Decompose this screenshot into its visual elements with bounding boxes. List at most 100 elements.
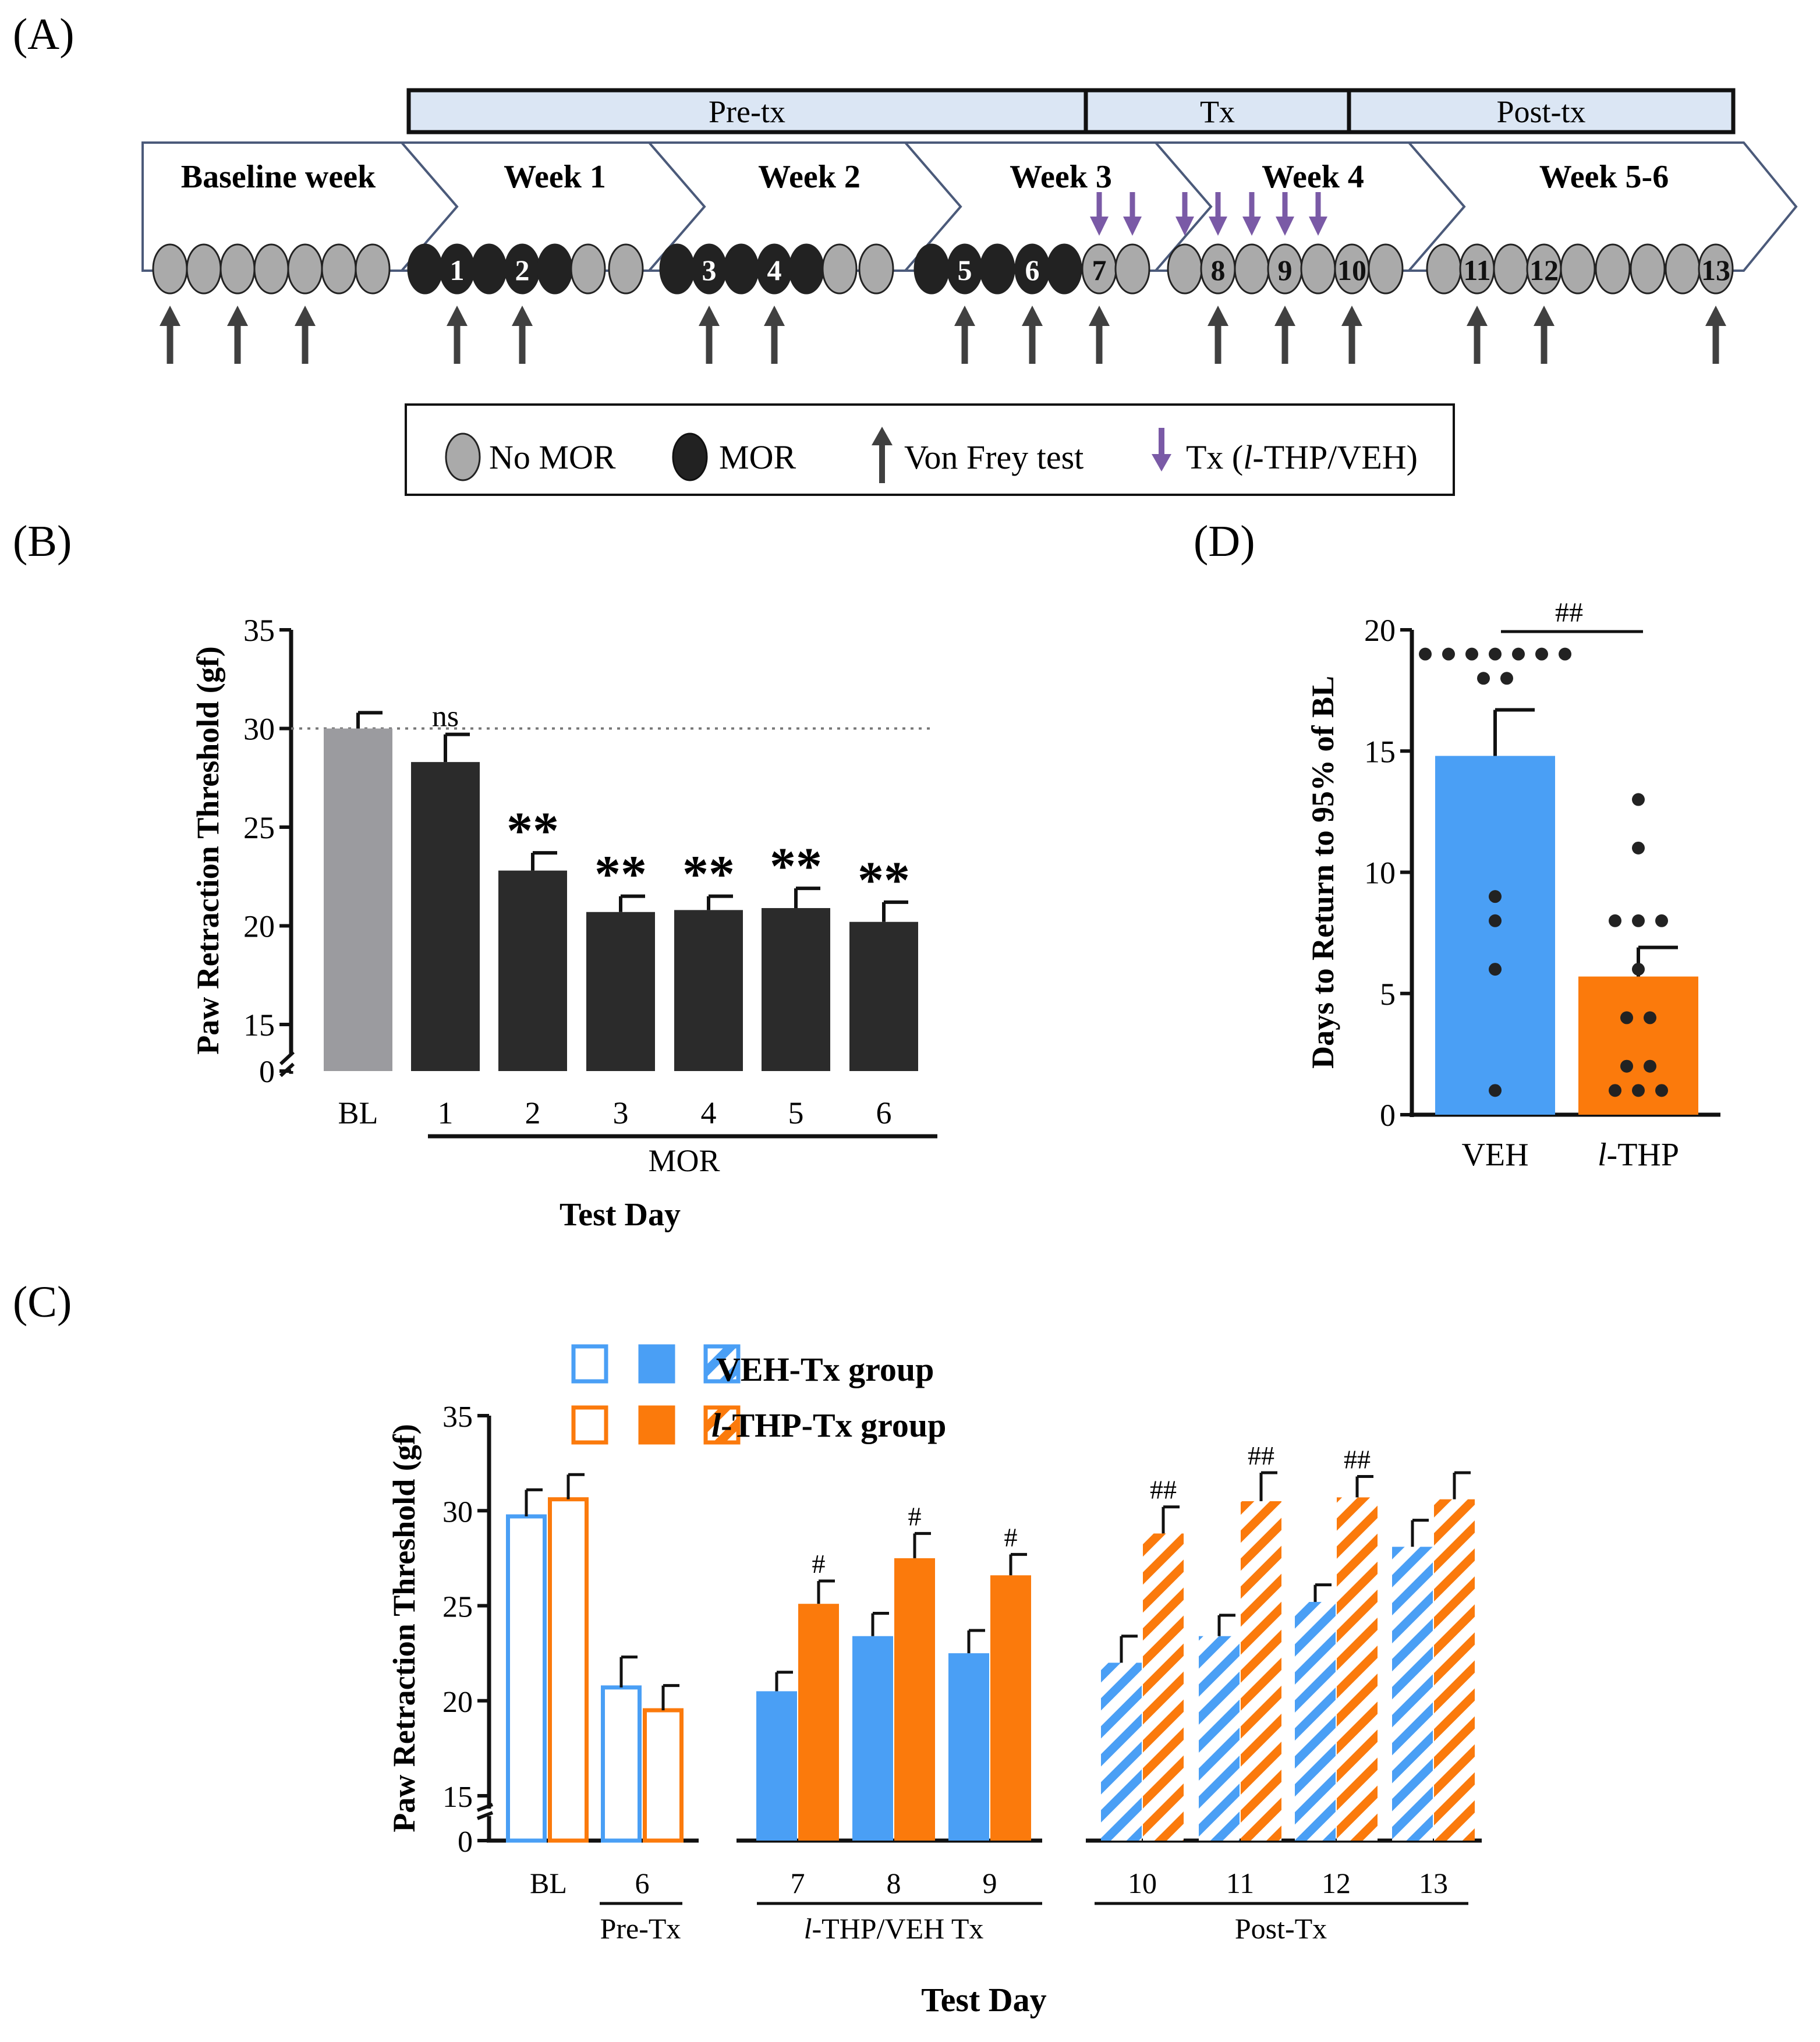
timeline-circle-icon [1665,243,1701,295]
timeline-circle-icon [1560,243,1596,295]
legend-thp-label: l-THP-Tx group [711,1406,946,1444]
arrow-head [160,306,180,326]
legend-veh-swatch [571,1344,608,1384]
legend-thp-swatch [703,1405,741,1445]
chart-d-y-tick-label: 5 [1380,977,1396,1012]
chart-d-x-tick-label: l-THP [1598,1137,1679,1173]
von-frey-arrow-up-icon [227,306,248,364]
legend-tx-suffix: -THP/VEH) [1252,438,1418,476]
timeline-day-number: 7 [1092,254,1107,286]
von-frey-arrow-up-icon [1705,306,1726,364]
arrow-head [1341,306,1362,326]
phase-tx-label: Tx [1200,94,1235,129]
week-label-5-6: Week 5-6 [1539,159,1669,195]
chart-d-x-tick-label: VEH [1461,1137,1528,1173]
chart-b-bar [586,912,655,1071]
von-frey-arrow-up-icon [1274,306,1295,364]
von-frey-arrow-up-icon [954,306,975,364]
timeline-circle-icon [1698,243,1734,295]
chart-d-data-point [1620,1011,1633,1024]
panel-c-label: (C) [13,1278,72,1327]
legend-arrow-down-icon [1152,428,1171,471]
chart-d-significance: ## [1555,597,1583,628]
chart-d-data-point [1419,647,1432,661]
chart-c-group-rest: -THP/VEH Tx [812,1912,984,1945]
chart-c-x-tick-label: 11 [1226,1867,1254,1899]
chart-c-thp-bar [643,1708,684,1843]
chart-b-bar [674,910,743,1071]
week-label-3: Week 3 [1010,159,1112,195]
von-frey-arrow-up-icon [512,306,533,364]
chart-c-veh-bar [756,1691,797,1841]
chart-b-y-tick-label: 25 [243,810,275,845]
timeline-circle-icon [570,243,606,295]
week-chevrons [141,141,1798,272]
week-label-2: Week 2 [758,159,861,195]
chart-d-data-point [1632,841,1645,855]
timeline-circle-icon [822,243,858,295]
chart-b-x-tick-label: 4 [701,1096,717,1130]
chart-c-y-tick-label: 35 [442,1401,473,1434]
chart-c-x-tick-label: 12 [1322,1867,1351,1899]
legend-thp-swatch [638,1405,675,1445]
timeline-circle-icon [471,243,507,295]
chart-c-group-label: l-THP/VEH Tx [804,1912,984,1945]
arrow-head [1022,306,1043,326]
legend-veh-swatch [638,1344,675,1384]
tx-arrow-down-icon [1242,192,1261,236]
timeline-legend-box [405,403,1455,496]
chart-b-y-tick-label: 35 [243,613,275,648]
phase-tx-box [1083,88,1351,134]
timeline-circle-icon [608,243,644,295]
chart-b-axis-break [279,1051,295,1066]
chart-d-y-tick-label: 15 [1364,734,1396,769]
timeline-circle-icon [407,243,443,295]
arrow-head [1467,306,1488,326]
timeline-circle-icon [979,243,1015,295]
timeline-circle-icon [723,243,759,295]
arrow-head [954,306,975,326]
timeline-day-number: 11 [1463,254,1490,286]
phase-post-tx-label: Post-tx [1496,94,1585,129]
chart-c-veh-bar [852,1636,893,1841]
chart-d-data-point [1620,1059,1633,1073]
legend-veh-swatch [703,1344,741,1384]
chart-c-x-tick-label: 8 [887,1867,901,1899]
timeline-circle-icon [287,243,323,295]
chart-c-veh-bar [948,1653,989,1841]
chart-b-significance: ns [432,700,459,733]
chart-d-data-point [1632,963,1645,976]
timeline-circle-icon [152,243,188,295]
timeline-circle-icon [1300,243,1336,295]
chart-d-data-point [1609,1084,1621,1097]
chart-b-x-axis-label: Test Day [560,1197,681,1233]
tx-arrow-down-icon [1276,192,1294,236]
chart-b-x-tick-label: BL [338,1096,378,1130]
chart-c-x-tick-label: 7 [791,1867,805,1899]
chart-b-significance: ** [858,852,910,909]
panel-a-label: (A) [13,10,75,59]
chart-b-x-tick-label: 5 [788,1096,804,1130]
timeline-day-number: 8 [1211,254,1226,286]
chart-c-axis-break [476,1803,494,1812]
legend-no-mor-label: No MOR [489,438,616,476]
timeline-circle-icon [321,243,357,295]
timeline-circle-icon [1046,243,1082,295]
phase-pre-tx-box [406,88,1088,134]
chart-b-significance: ** [507,802,559,860]
timeline-circle-icon [1630,243,1666,295]
chart-d-bar [1435,756,1555,1115]
timeline-circle-icon [858,243,894,295]
legend-thp-swatch [571,1405,608,1445]
chart-c-thp-bar [798,1604,839,1841]
chart-d-y-tick-label: 0 [1380,1098,1396,1133]
arrow-head [1534,306,1555,326]
arrow-head [447,306,468,326]
chart-b-bar [762,907,830,1071]
week-label-4: Week 4 [1262,159,1364,195]
chart-b-x-tick-label: 6 [876,1096,892,1130]
legend-tx-italic: l [1243,438,1252,476]
chart-c-thp-bar [1337,1497,1378,1841]
chart-d-data-point [1489,1084,1502,1097]
